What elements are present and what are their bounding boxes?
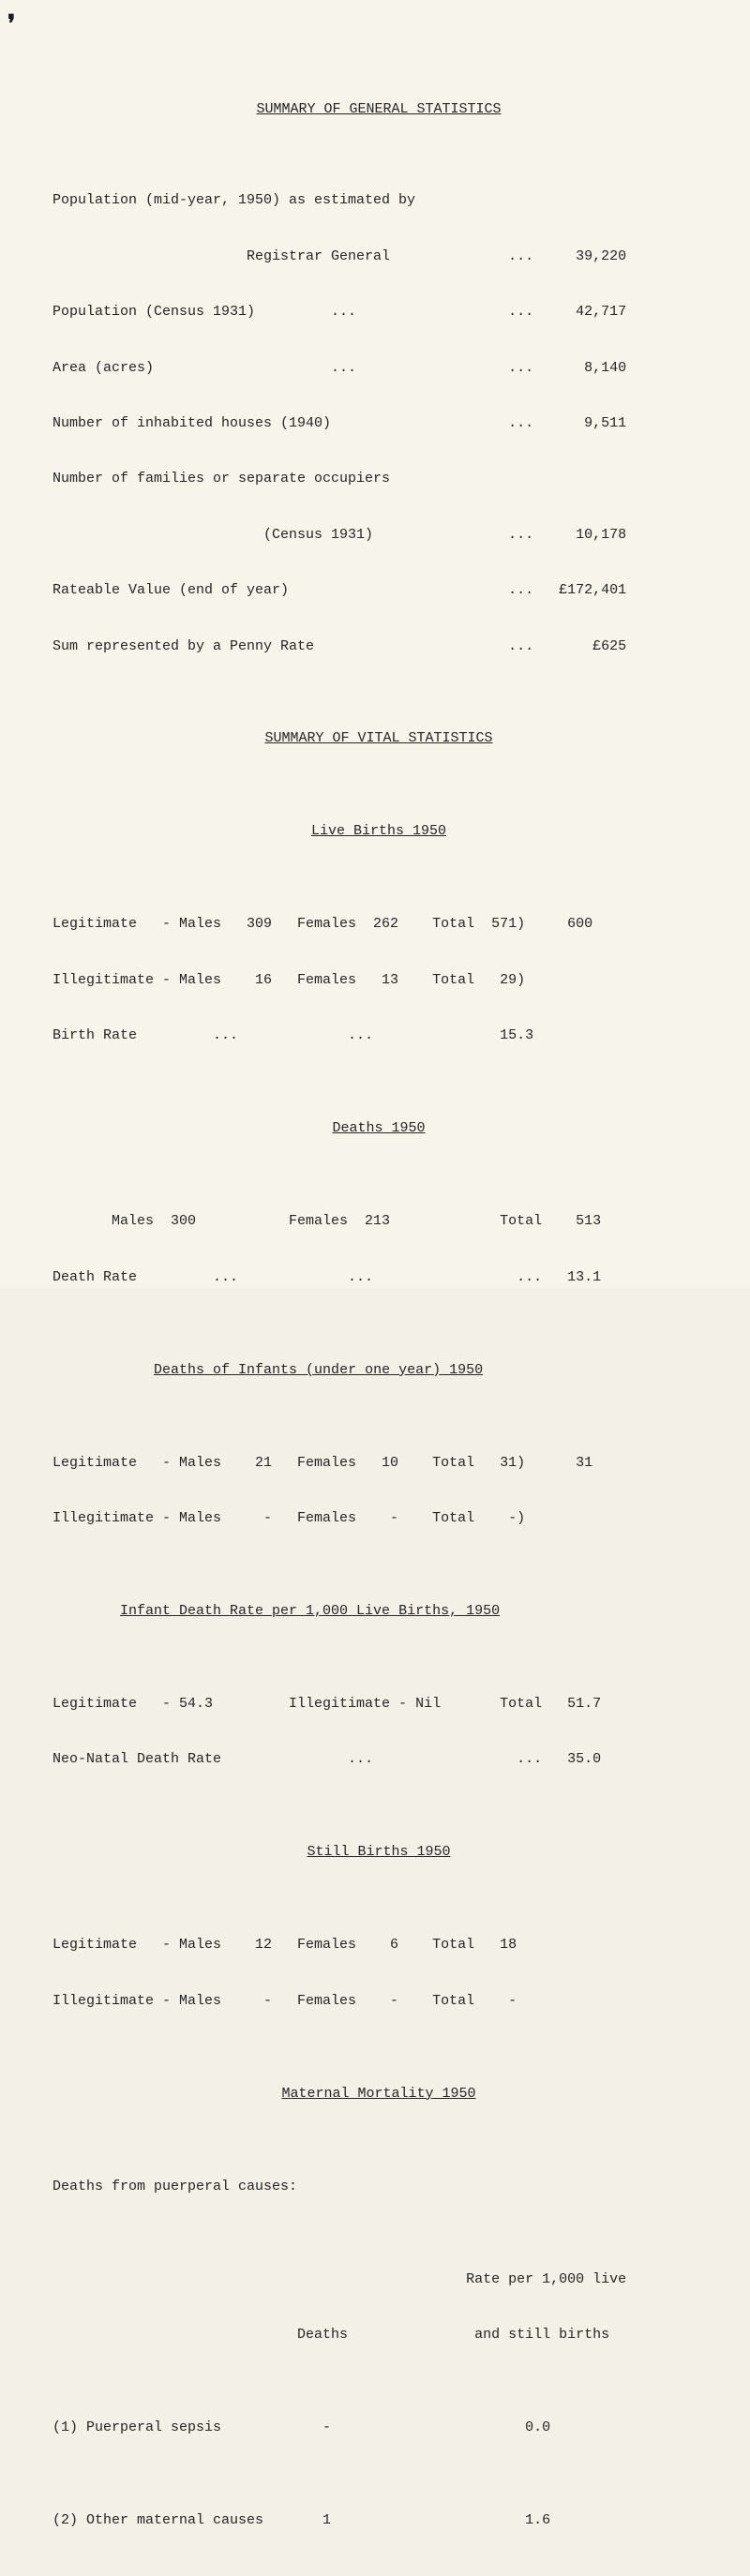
maternal-r2u: ___ xyxy=(52,2567,705,2576)
population-l9: Sum represented by a Penny Rate ... £625 xyxy=(52,637,705,656)
population-l4: Area (acres) ... ... 8,140 xyxy=(52,359,705,378)
population-l2: Registrar General ... 39,220 xyxy=(52,247,705,266)
still-births-l2: Illegitimate - Males - Females - Total - xyxy=(52,1992,705,2011)
maternal-intro: Deaths from puerperal causes: xyxy=(52,2178,705,2196)
maternal-heading-wrap: Maternal Mortality 1950 xyxy=(52,2085,705,2104)
live-births-l1: Legitimate - Males 309 Females 262 Total… xyxy=(52,915,705,934)
live-births-l2: Illegitimate - Males 16 Females 13 Total… xyxy=(52,971,705,990)
infant-deaths-l2: Illegitimate - Males - Females - Total -… xyxy=(52,1509,705,1528)
live-births-heading-wrap: Live Births 1950 xyxy=(52,822,705,841)
infant-rate-heading-wrap: Infant Death Rate per 1,000 Live Births,… xyxy=(52,1602,705,1621)
maternal-heading: Maternal Mortality 1950 xyxy=(281,2086,475,2102)
still-births-l1: Legitimate - Males 12 Females 6 Total 18 xyxy=(52,1936,705,1954)
infant-rate-l1: Legitimate - 54.3 Illegitimate - Nil Tot… xyxy=(52,1695,705,1714)
live-births-l3: Birth Rate ... ... 15.3 xyxy=(52,1026,705,1045)
infant-rate-l2: Neo-Natal Death Rate ... ... 35.0 xyxy=(52,1750,705,1769)
still-births-heading-wrap: Still Births 1950 xyxy=(52,1843,705,1862)
population-l1: Population (mid-year, 1950) as estimated… xyxy=(52,191,705,210)
live-births-heading: Live Births 1950 xyxy=(311,823,446,839)
infant-deaths-heading-wrap: Deaths of Infants (under one year) 1950 xyxy=(52,1361,705,1380)
vital-heading-text: SUMMARY OF VITAL STATISTICS xyxy=(264,730,492,746)
infant-deaths-heading: Deaths of Infants (under one year) 1950 xyxy=(154,1362,483,1378)
population-l3: Population (Census 1931) ... ... 42,717 xyxy=(52,303,705,322)
quote-mark: ❜ xyxy=(8,9,15,41)
page: ❜ SUMMARY OF GENERAL STATISTICS Populati… xyxy=(0,0,750,1288)
population-l6: Number of families or separate occupiers xyxy=(52,470,705,488)
maternal-h1: Rate per 1,000 live xyxy=(52,2270,705,2289)
population-l7: (Census 1931) ... 10,178 xyxy=(52,526,705,545)
maternal-h2: Deaths and still births xyxy=(52,2326,705,2344)
deaths-l2: Death Rate ... ... ... 13.1 xyxy=(52,1268,705,1287)
still-births-heading: Still Births 1950 xyxy=(307,1844,450,1860)
population-l8: Rateable Value (end of year) ... £172,40… xyxy=(52,581,705,600)
infant-rate-heading: Infant Death Rate per 1,000 Live Births,… xyxy=(120,1603,500,1619)
deaths-heading: Deaths 1950 xyxy=(332,1120,425,1136)
infant-deaths-l1: Legitimate - Males 21 Females 10 Total 3… xyxy=(52,1454,705,1473)
page-title: SUMMARY OF GENERAL STATISTICS xyxy=(52,100,705,119)
maternal-r2: (2) Other maternal causes 1 1.6 xyxy=(52,2511,705,2530)
vital-heading: SUMMARY OF VITAL STATISTICS xyxy=(52,729,705,748)
maternal-r1: (1) Puerperal sepsis - 0.0 xyxy=(52,2419,705,2437)
deaths-l1: Males 300 Females 213 Total 513 xyxy=(52,1212,705,1231)
deaths-heading-wrap: Deaths 1950 xyxy=(52,1119,705,1138)
population-l5: Number of inhabited houses (1940) ... 9,… xyxy=(52,414,705,433)
